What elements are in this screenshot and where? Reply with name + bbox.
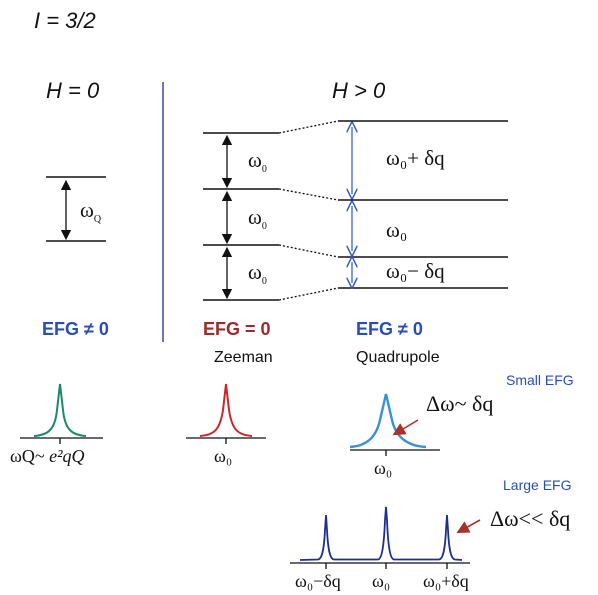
quadrupole-caption: Quadrupole (356, 349, 440, 366)
connector-1 (278, 120, 339, 134)
zeeman-spectrum-peak (199, 383, 253, 437)
efg-zeeman-label: EFG = 0 (203, 319, 271, 339)
nqr-spectrum-peak (33, 383, 87, 437)
efg-quad-label: EFG ≠ 0 (356, 319, 423, 339)
small-efg-title: Small EFG (506, 372, 574, 388)
quad-top-label: ω₀+ δq (386, 146, 445, 170)
connector-4 (278, 287, 339, 301)
quad-mid-label: ω₀ (386, 218, 408, 242)
zeeman-caption: Zeeman (214, 349, 273, 366)
efg-zero-field-label: EFG ≠ 0 (42, 319, 109, 339)
zeeman-gap-label-1: ω0 (248, 148, 267, 176)
spin-label: I = 3/2 (34, 8, 96, 33)
small-efg-pointer (392, 419, 419, 436)
connector-3 (278, 244, 339, 258)
large-efg-axis-label-2: ω₀ (372, 571, 391, 591)
large-efg-annotation: Δω<< δq (490, 506, 571, 531)
nqr-gap-label: ωQ (80, 198, 102, 226)
large-efg-trace (299, 506, 463, 561)
zeeman-gap-label-2: ω0 (248, 205, 267, 233)
panel-field-title: H > 0 (332, 78, 386, 103)
connector-2 (278, 188, 339, 201)
zeeman-gap-label-3: ω0 (248, 260, 267, 288)
large-efg-pointer (456, 519, 481, 534)
small-efg-annotation: Δω~ δq (426, 391, 494, 416)
quad-bot-label: ω₀− δq (386, 259, 445, 283)
large-efg-title: Large EFG (503, 477, 572, 493)
panel-zero-title: H = 0 (46, 78, 100, 103)
nqr-spectrum-axis-label: ωQ~ e²qQ (10, 446, 85, 466)
small-efg-axis-label: ω₀ (374, 458, 393, 478)
zeeman-spectrum-axis-label: ω₀ (214, 446, 233, 466)
large-efg-axis-label-3: ω₀+δq (423, 571, 469, 591)
small-efg-peak (349, 393, 427, 449)
large-efg-axis-label-1: ω₀−δq (295, 571, 341, 591)
